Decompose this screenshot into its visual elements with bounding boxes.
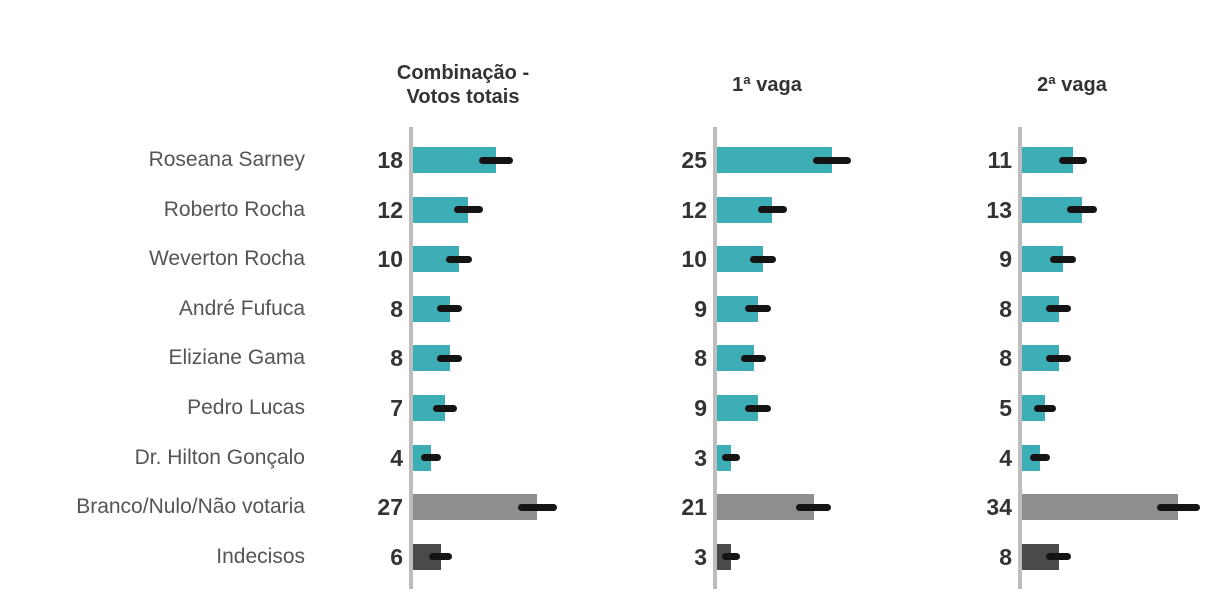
value-label: 11: [987, 147, 1012, 173]
category-label: Pedro Lucas: [187, 396, 305, 419]
value-label: 5: [999, 395, 1012, 421]
axis-line: [409, 127, 413, 589]
value-label: 21: [681, 494, 707, 521]
value-label: 7: [390, 395, 403, 421]
category-label: Indecisos: [216, 544, 305, 568]
error-bar: [1050, 255, 1077, 263]
error-bar: [745, 305, 772, 313]
error-bar: [479, 156, 513, 164]
value-label: 3: [694, 543, 707, 570]
category-label: Roberto Rocha: [163, 197, 305, 221]
value-label: 9: [999, 246, 1012, 273]
error-bar: [421, 454, 442, 462]
value-label: 6: [390, 543, 403, 570]
value-label: 4: [390, 444, 403, 471]
category-label: Weverton Rocha: [148, 247, 305, 271]
value-label: 12: [377, 196, 403, 223]
value-label: 8: [999, 345, 1012, 372]
category-label: Dr. Hilton Gonçalo: [134, 445, 305, 469]
value-label: 8: [694, 345, 707, 372]
error-bar: [437, 305, 463, 313]
value-label: 12: [681, 196, 707, 223]
error-bar: [1156, 503, 1200, 511]
panel-title: 2ª vaga: [1037, 74, 1107, 96]
error-bar: [1046, 354, 1072, 362]
value-label: 10: [377, 246, 403, 273]
value-label: 9: [694, 395, 707, 421]
value-label: 8: [390, 295, 403, 322]
axis-line: [713, 127, 717, 589]
value-label: 8: [999, 295, 1012, 322]
error-bar: [741, 354, 767, 362]
error-bar: [1046, 553, 1072, 561]
error-bar: [721, 553, 740, 561]
error-bar: [1046, 305, 1072, 313]
error-bar: [795, 503, 832, 511]
panel-title: Combinação - Votos totais: [396, 62, 530, 108]
value-label: 10: [681, 246, 707, 273]
error-bar: [1030, 454, 1051, 462]
panel-title: 1ª vaga: [732, 74, 802, 96]
error-bar: [721, 454, 740, 462]
error-bar: [757, 206, 787, 214]
error-bar: [813, 156, 851, 164]
value-label: 27: [377, 494, 403, 521]
axis-line: [1018, 127, 1022, 589]
error-bar: [1066, 206, 1097, 214]
error-bar: [445, 255, 473, 263]
value-label: 8: [999, 543, 1012, 570]
category-label: André Fufuca: [178, 296, 305, 320]
error-bar: [517, 503, 557, 511]
bar: [413, 494, 538, 521]
value-label: 34: [986, 494, 1012, 521]
value-label: 8: [390, 345, 403, 372]
error-bar: [1034, 404, 1056, 412]
category-label: Branco/Nulo/Não votaria: [76, 495, 305, 519]
error-bar: [745, 404, 772, 412]
error-bar: [749, 255, 777, 263]
category-label: Eliziane Gama: [168, 346, 305, 370]
value-label: 18: [377, 147, 403, 173]
category-label: Roseana Sarney: [148, 148, 305, 171]
error-bar: [1058, 156, 1087, 164]
error-bar: [453, 206, 483, 214]
value-label: 13: [986, 196, 1012, 223]
error-bar: [437, 354, 463, 362]
error-bar: [429, 553, 452, 561]
value-label: 3: [694, 444, 707, 471]
value-label: 9: [694, 295, 707, 322]
bar: [1022, 494, 1179, 521]
error-bar: [433, 404, 458, 412]
bar: [1022, 395, 1045, 421]
bar: [717, 147, 832, 173]
value-label: 25: [681, 147, 707, 173]
value-label: 4: [999, 444, 1012, 471]
